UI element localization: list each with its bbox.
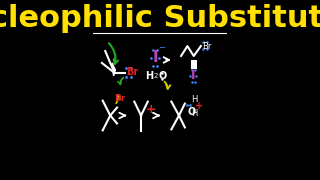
FancyArrowPatch shape — [116, 96, 120, 103]
Text: 2: 2 — [154, 73, 158, 79]
FancyArrowPatch shape — [164, 82, 170, 89]
Text: H: H — [145, 71, 153, 81]
FancyArrowPatch shape — [109, 43, 118, 64]
Text: −: − — [158, 44, 165, 53]
Text: I: I — [191, 69, 196, 82]
Polygon shape — [112, 63, 115, 76]
Text: Br: Br — [203, 42, 212, 51]
Text: O: O — [188, 107, 196, 116]
Text: +: + — [146, 103, 157, 116]
Text: +: + — [195, 101, 203, 111]
Text: I: I — [152, 50, 158, 66]
Text: O: O — [159, 71, 167, 81]
Text: Br: Br — [114, 94, 125, 103]
Text: H: H — [192, 95, 198, 104]
Text: Br: Br — [126, 67, 139, 77]
Text: Nucleophilic Substitution: Nucleophilic Substitution — [0, 4, 320, 33]
FancyArrowPatch shape — [118, 78, 123, 84]
Text: H: H — [192, 109, 198, 118]
